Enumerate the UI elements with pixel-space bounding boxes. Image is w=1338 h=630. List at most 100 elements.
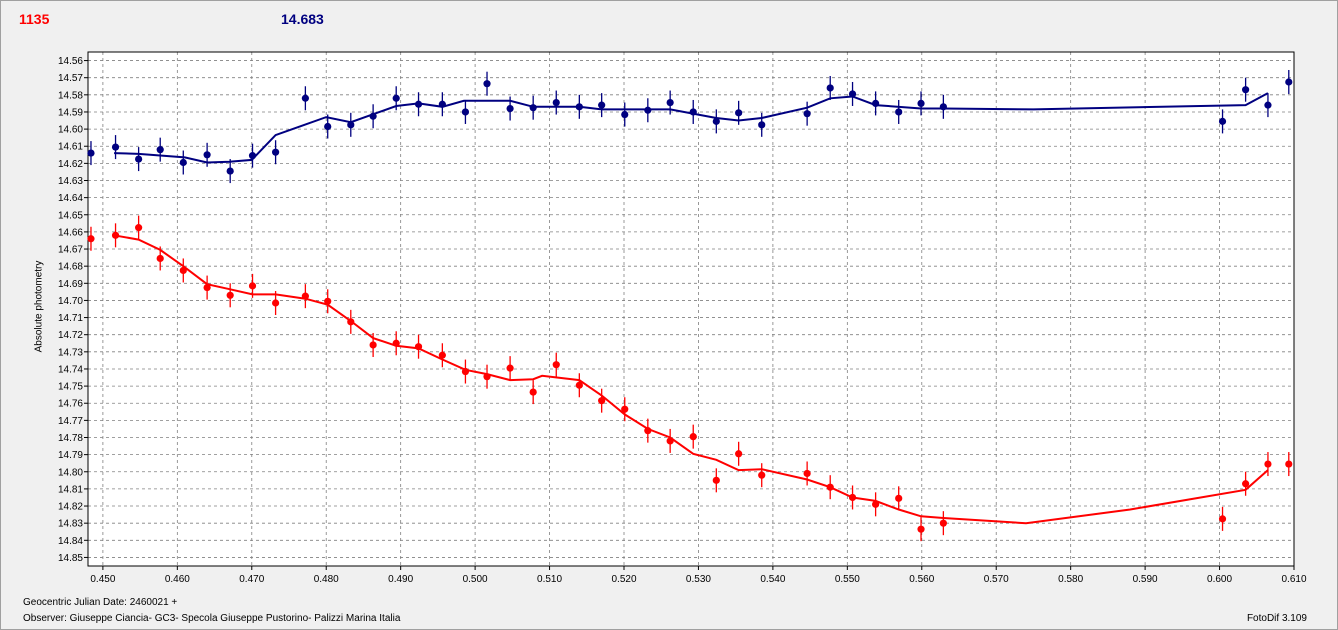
data-point xyxy=(689,108,697,116)
y-tick-label: 14.59 xyxy=(58,107,83,118)
y-tick-label: 14.74 xyxy=(58,364,83,375)
y-tick-label: 14.70 xyxy=(58,296,83,307)
y-tick-label: 14.72 xyxy=(58,330,83,341)
data-point xyxy=(1264,460,1272,468)
data-point xyxy=(324,122,332,131)
fit-line-1 xyxy=(113,234,1269,525)
y-tick-label: 14.76 xyxy=(58,399,83,410)
data-point xyxy=(347,318,355,326)
data-point xyxy=(872,99,880,107)
y-tick-label: 14.64 xyxy=(58,193,83,204)
data-point xyxy=(438,351,446,359)
y-tick-label: 14.63 xyxy=(58,176,83,187)
data-point xyxy=(461,367,470,376)
data-point xyxy=(529,104,537,112)
data-point xyxy=(735,450,743,458)
data-point xyxy=(552,361,560,369)
data-point xyxy=(301,292,309,300)
data-point xyxy=(598,101,606,109)
plot-border xyxy=(87,51,1295,567)
data-point xyxy=(826,84,834,92)
x-tick-label: 0.500 xyxy=(463,574,488,585)
x-tick-label: 0.600 xyxy=(1207,574,1232,585)
header-left-value: 1135 xyxy=(19,11,50,27)
data-point xyxy=(438,100,446,108)
x-tick-label: 0.540 xyxy=(760,574,785,585)
data-point xyxy=(917,525,925,533)
y-tick-label: 14.58 xyxy=(58,90,83,101)
data-point xyxy=(324,297,332,305)
x-tick-label: 0.460 xyxy=(165,574,190,585)
x-tick-label: 0.550 xyxy=(835,574,860,585)
data-point xyxy=(248,152,257,160)
x-tick-label: 0.560 xyxy=(909,574,934,585)
data-point xyxy=(461,108,470,116)
data-point xyxy=(895,494,903,502)
data-point xyxy=(598,397,606,405)
data-point xyxy=(179,266,187,275)
data-point xyxy=(506,364,514,372)
data-point xyxy=(712,476,720,484)
data-point xyxy=(1218,117,1227,125)
data-point xyxy=(917,99,925,107)
data-point xyxy=(848,90,857,98)
data-point xyxy=(248,282,257,290)
data-point xyxy=(135,224,143,232)
y-tick-label: 14.83 xyxy=(58,519,83,530)
y-tick-label: 14.80 xyxy=(58,467,83,478)
data-point xyxy=(87,235,95,243)
observer-caption: Observer: Giuseppe Ciancia- GC3- Specola… xyxy=(23,613,401,624)
data-point xyxy=(1285,460,1293,468)
y-tick-label: 14.82 xyxy=(58,502,83,513)
data-point xyxy=(111,143,120,151)
data-point xyxy=(803,110,811,118)
data-point xyxy=(272,299,280,307)
data-point xyxy=(575,381,583,389)
y-tick-label: 14.75 xyxy=(58,382,83,393)
data-point xyxy=(369,112,377,120)
data-point xyxy=(414,343,423,351)
data-point xyxy=(111,231,120,239)
data-point xyxy=(226,167,234,175)
data-point xyxy=(939,103,947,111)
data-point xyxy=(203,283,211,292)
y-tick-label: 14.61 xyxy=(58,142,83,153)
data-point xyxy=(179,158,187,167)
data-point xyxy=(758,471,766,479)
data-point xyxy=(156,254,164,263)
data-point xyxy=(552,98,560,107)
data-point xyxy=(392,339,400,347)
data-point xyxy=(758,121,766,129)
x-tick-label: 0.530 xyxy=(686,574,711,585)
x-tick-label: 0.590 xyxy=(1133,574,1158,585)
y-tick-label: 14.62 xyxy=(58,159,83,170)
y-tick-label: 14.84 xyxy=(58,536,83,547)
data-point xyxy=(1264,101,1272,109)
data-point xyxy=(203,151,211,159)
y-tick-label: 14.57 xyxy=(58,73,83,84)
data-point xyxy=(529,388,537,396)
data-point xyxy=(666,437,674,445)
julian-date-caption: Geocentric Julian Date: 2460021 + xyxy=(23,597,178,608)
data-point xyxy=(872,500,880,508)
data-point xyxy=(644,427,652,435)
data-point xyxy=(135,155,143,163)
data-point xyxy=(735,109,743,117)
y-tick-label: 14.66 xyxy=(58,227,83,238)
data-point xyxy=(621,110,629,119)
data-point xyxy=(87,149,95,157)
data-point xyxy=(156,146,164,154)
data-point xyxy=(621,405,629,413)
data-point xyxy=(666,98,674,107)
y-tick-label: 14.56 xyxy=(58,56,83,67)
y-tick-label: 14.73 xyxy=(58,347,83,358)
data-point xyxy=(1242,480,1250,488)
y-tick-label: 14.78 xyxy=(58,433,83,444)
data-point xyxy=(1218,515,1227,523)
x-tick-label: 0.610 xyxy=(1281,574,1306,585)
data-point xyxy=(644,106,652,114)
data-point xyxy=(483,373,491,381)
x-tick-label: 0.520 xyxy=(611,574,636,585)
y-tick-label: 14.77 xyxy=(58,416,83,427)
data-point xyxy=(301,94,309,102)
